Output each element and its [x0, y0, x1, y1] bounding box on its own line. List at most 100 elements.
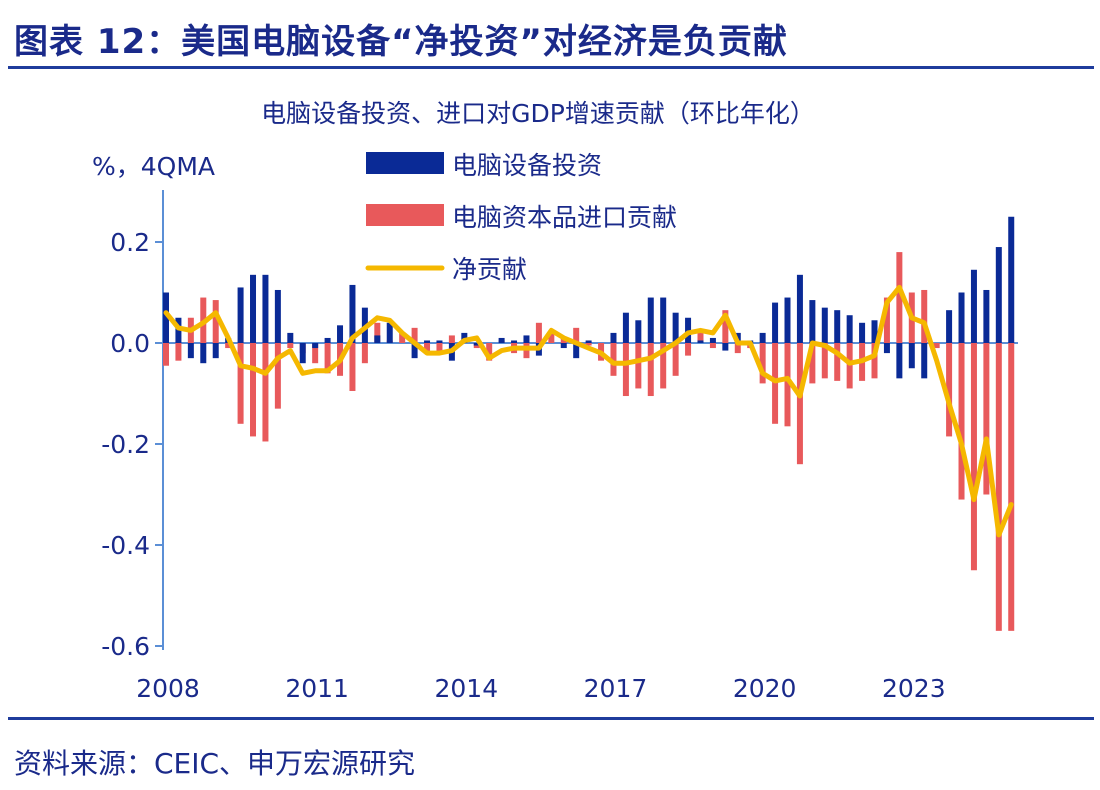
bar-invest — [722, 343, 729, 351]
bar-imports — [921, 289, 928, 343]
bar-invest — [896, 343, 903, 379]
bar-invest — [163, 292, 169, 343]
legend-swatch-imports — [366, 204, 444, 226]
bar-imports — [585, 343, 592, 346]
bar-invest — [672, 312, 679, 343]
bar-imports — [274, 343, 281, 409]
legend-label-imports: 电脑资本品进口贡献 — [452, 203, 677, 232]
bar-imports — [448, 335, 455, 343]
bar-imports — [709, 343, 716, 349]
bar-invest — [635, 320, 642, 343]
bar-imports — [983, 343, 990, 495]
bar-imports — [486, 343, 493, 361]
bar-imports — [436, 343, 443, 354]
bar-invest — [436, 340, 443, 343]
top-rule — [8, 66, 1094, 69]
bar-imports — [846, 343, 853, 389]
bar-invest — [349, 284, 356, 343]
bar-imports — [995, 343, 1002, 631]
bar-imports — [946, 343, 953, 437]
source-note: 资料来源：CEIC、申万宏源研究 — [14, 747, 416, 780]
bottom-rule — [8, 717, 1094, 720]
bar-invest — [660, 297, 667, 343]
bar-imports — [647, 343, 654, 397]
bar-invest — [610, 332, 617, 343]
bar-imports — [933, 343, 940, 349]
x-tick-label: 2017 — [584, 674, 648, 703]
bar-imports — [660, 343, 667, 389]
bar-invest — [200, 343, 207, 364]
bar-invest — [523, 335, 530, 343]
bar-invest — [324, 337, 331, 343]
bar-imports — [610, 343, 617, 376]
net-contribution-line — [163, 284, 1014, 538]
bar-imports — [535, 322, 542, 343]
bar-invest — [883, 343, 890, 354]
x-tick-label: 2008 — [136, 674, 200, 703]
bar-invest — [274, 289, 281, 343]
y-tick-label: -0.4 — [101, 531, 150, 560]
y-axis-label: %，4QMA — [92, 152, 215, 181]
y-tick-label: -0.6 — [101, 632, 150, 661]
bar-invest — [287, 332, 294, 343]
bar-imports — [399, 332, 406, 343]
y-tick-label: 0.0 — [110, 329, 150, 358]
bar-invest — [946, 310, 953, 343]
bar-invest — [709, 337, 716, 343]
bar-invest — [809, 300, 816, 343]
bar-imports — [424, 343, 431, 354]
bar-invest — [647, 297, 654, 343]
bar-imports — [374, 322, 381, 343]
x-tick-label: 2014 — [435, 674, 499, 703]
bar-imports — [1008, 343, 1015, 631]
bar-invest — [958, 292, 965, 343]
bar-invest — [970, 269, 977, 343]
bar-imports — [573, 327, 580, 343]
bar-imports — [411, 327, 418, 343]
bar-invest — [187, 343, 194, 359]
bar-invest — [772, 302, 779, 343]
bar-imports — [796, 343, 803, 465]
bar-invest — [511, 340, 518, 343]
bar-imports — [896, 252, 903, 343]
bar-imports — [685, 343, 692, 356]
bar-imports — [287, 343, 294, 349]
bar-imports — [883, 297, 890, 343]
bar-invest — [250, 274, 257, 343]
bar-imports — [734, 343, 741, 354]
bar-invest — [262, 274, 269, 343]
bar-imports — [772, 343, 779, 424]
bar-invest — [299, 343, 306, 364]
bar-invest — [212, 343, 219, 359]
bar-invest — [386, 322, 393, 343]
bar-imports — [697, 332, 704, 343]
bar-imports — [237, 343, 244, 424]
bar-imports — [784, 343, 791, 427]
bar-imports — [175, 343, 182, 361]
bar-imports — [324, 343, 331, 374]
bar-invest — [573, 343, 580, 359]
legend-swatch-invest — [366, 152, 444, 174]
bar-invest — [995, 247, 1002, 343]
bar-imports — [622, 343, 629, 397]
bar-imports — [361, 343, 368, 364]
bar-imports — [548, 332, 555, 343]
bar-invest — [871, 320, 878, 343]
bar-invest — [560, 343, 567, 349]
bar-invest — [312, 343, 319, 349]
bar-invest — [498, 337, 505, 343]
bar-invest — [821, 307, 828, 343]
y-tick-label: 0.2 — [110, 228, 150, 257]
bar-imports — [759, 343, 766, 384]
x-tick-label: 2023 — [882, 674, 946, 703]
bar-invest — [1008, 216, 1015, 343]
bar-invest — [237, 287, 244, 343]
bar-invest — [921, 343, 928, 379]
bar-imports — [349, 343, 356, 391]
bar-imports — [163, 343, 169, 366]
bar-imports — [262, 343, 269, 442]
bar-imports — [871, 343, 878, 379]
bar-invest — [796, 274, 803, 343]
bar-invest — [424, 340, 431, 343]
